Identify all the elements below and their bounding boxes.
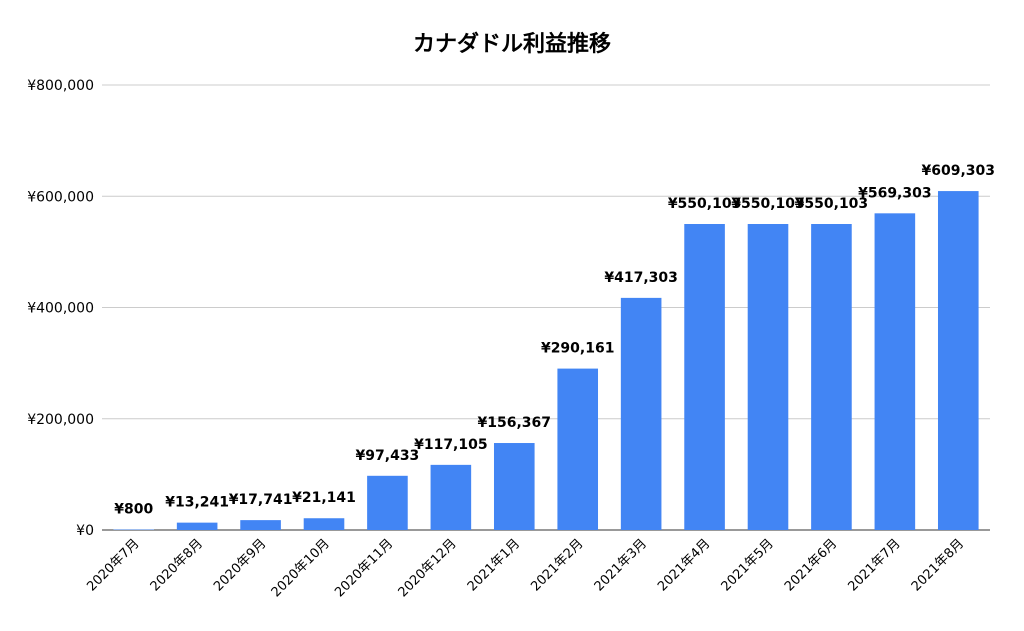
- data-label: ¥13,241: [165, 495, 229, 511]
- data-label: ¥550,103: [731, 196, 805, 212]
- x-tick-label: 2020年11月: [332, 536, 396, 600]
- x-tick-label: 2021年8月: [909, 536, 967, 594]
- bar: [747, 224, 789, 531]
- bar: [430, 464, 472, 530]
- y-tick-label: ¥600,000: [27, 189, 94, 205]
- x-tick-label: 2021年7月: [845, 536, 903, 594]
- bar: [874, 213, 916, 531]
- x-tick-label: 2020年8月: [148, 536, 206, 594]
- data-label: ¥21,141: [292, 490, 356, 506]
- x-tick-label: 2020年9月: [211, 536, 269, 594]
- bar: [367, 475, 408, 530]
- data-label: ¥17,741: [229, 492, 293, 508]
- data-label: ¥569,303: [858, 185, 932, 201]
- data-label: ¥800: [114, 502, 153, 518]
- bar: [937, 191, 979, 531]
- y-tick-label: ¥200,000: [27, 412, 94, 428]
- bar: [811, 224, 852, 531]
- x-tick-label: 2021年4月: [655, 536, 713, 594]
- y-tick-label: ¥400,000: [27, 301, 94, 317]
- bar: [303, 518, 345, 530]
- x-tick-label: 2021年5月: [719, 536, 777, 594]
- y-tick-label: ¥800,000: [27, 78, 94, 94]
- x-tick-label: 2020年10月: [269, 536, 333, 600]
- data-label: ¥290,161: [541, 341, 615, 357]
- x-tick-label: 2021年2月: [528, 536, 586, 594]
- x-tick-label: 2020年12月: [396, 536, 460, 600]
- bar: [176, 522, 218, 530]
- data-label: ¥417,303: [604, 270, 678, 286]
- data-label: ¥97,433: [356, 448, 420, 464]
- data-label: ¥117,105: [414, 437, 488, 453]
- bar: [240, 520, 281, 530]
- chart-title: カナダドル利益推移: [412, 32, 611, 57]
- bar: [684, 224, 725, 531]
- bar: [620, 297, 662, 530]
- x-tick-label: 2020年7月: [84, 536, 142, 594]
- y-tick-label: ¥0: [76, 523, 94, 539]
- x-tick-label: 2021年3月: [592, 536, 650, 594]
- bar: [493, 443, 535, 530]
- data-label: ¥550,103: [668, 196, 742, 212]
- data-label: ¥156,367: [478, 415, 552, 431]
- data-label: ¥550,103: [795, 196, 869, 212]
- x-tick-label: 2021年1月: [465, 536, 523, 594]
- x-tick-label: 2021年6月: [782, 536, 840, 594]
- bar: [557, 368, 599, 530]
- data-label: ¥609,303: [922, 163, 996, 179]
